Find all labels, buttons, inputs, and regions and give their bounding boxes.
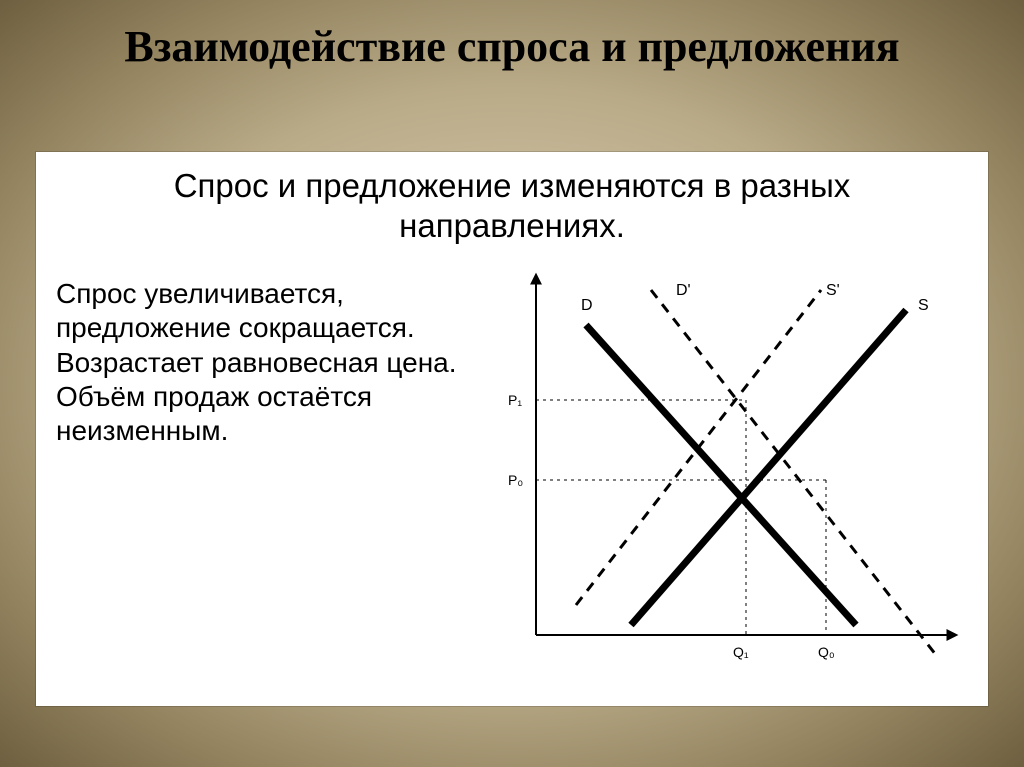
svg-text:D: D [581,297,593,314]
panel-subtitle: Спрос и предложение изменяются в разных … [36,152,988,245]
svg-text:S: S [918,297,929,314]
chart-container: D D' S S' P₁ P₀ Q₁ Q₀ [476,255,978,679]
svg-text:D': D' [676,282,691,299]
supply-demand-chart: D D' S S' P₁ P₀ Q₁ Q₀ [476,255,976,675]
panel-body: Спрос увеличивается, предложение сокраща… [36,245,988,689]
description-text: Спрос увеличивается, предложение сокраща… [56,255,476,679]
slide-root: Взаимодействие спроса и предложения Спро… [0,0,1024,767]
svg-text:Q₁: Q₁ [733,644,749,660]
svg-text:P₁: P₁ [508,392,522,408]
svg-text:S': S' [826,282,840,299]
main-title: Взаимодействие спроса и предложения [0,0,1024,73]
svg-text:Q₀: Q₀ [818,644,835,660]
svg-text:P₀: P₀ [508,472,523,488]
content-panel: Спрос и предложение изменяются в разных … [36,152,988,706]
